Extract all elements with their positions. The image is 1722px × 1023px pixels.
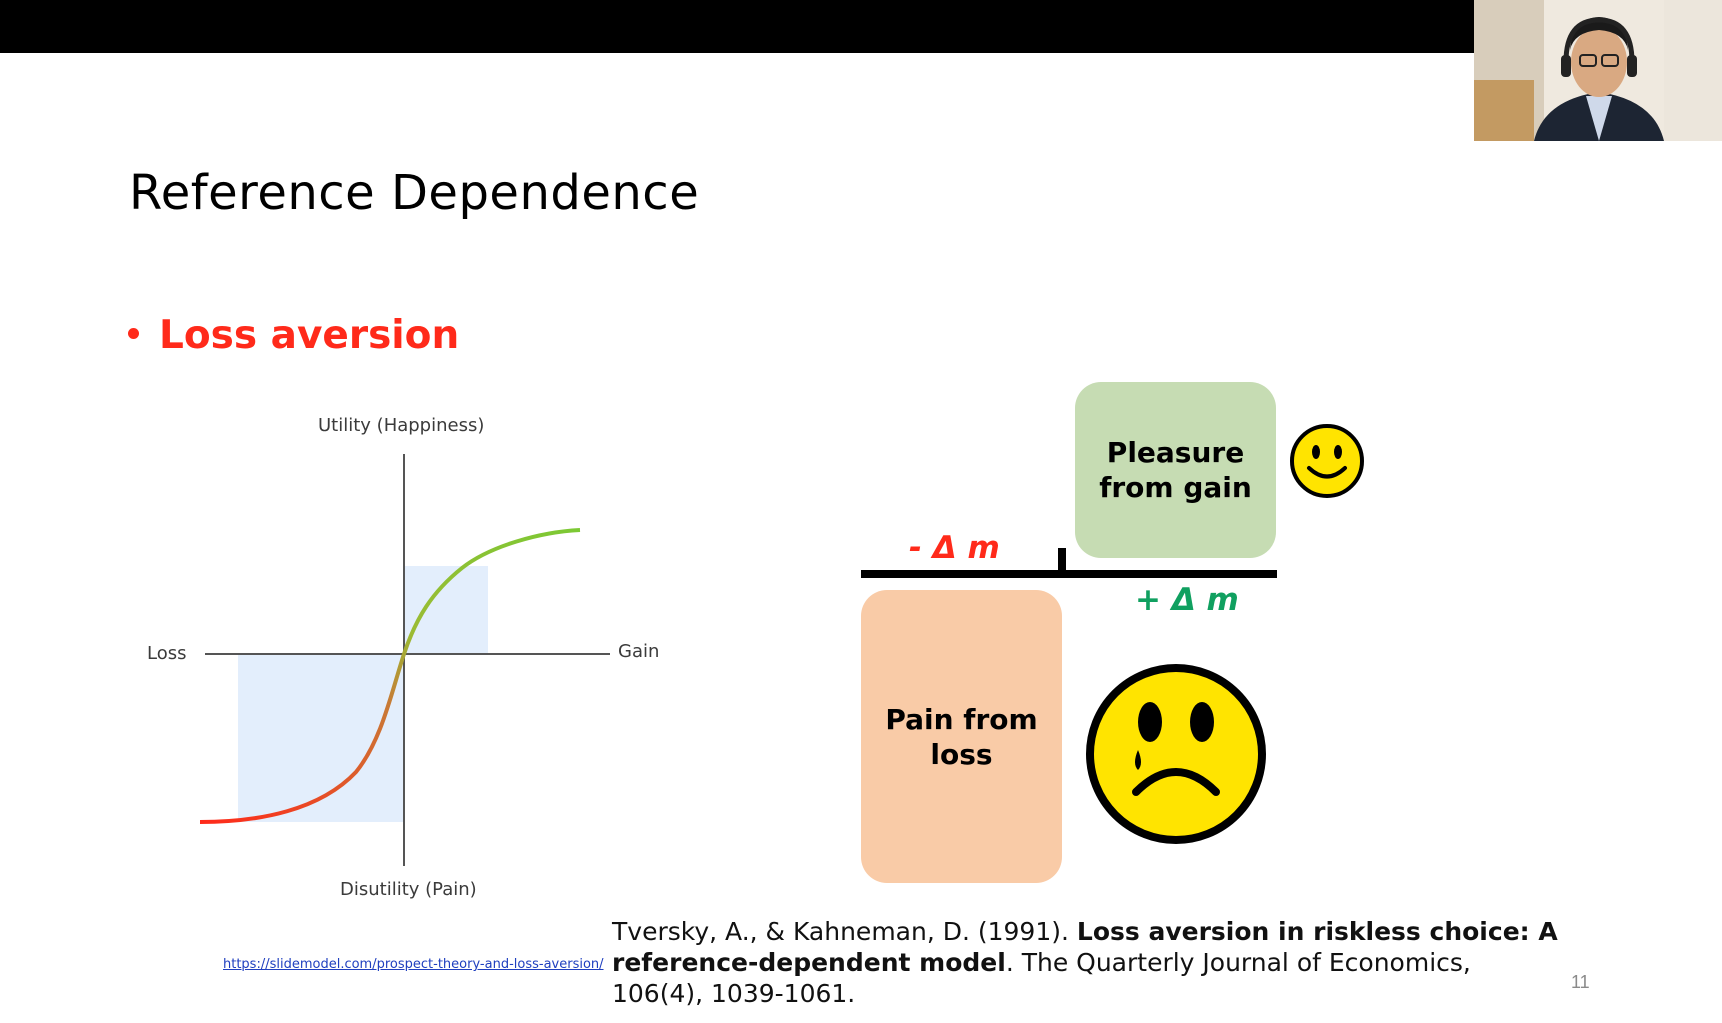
utility-chart: Utility (Happiness) Disutility (Pain) Lo… [120, 400, 740, 920]
value-function-curve [199, 528, 581, 824]
reference-point-tick [1058, 548, 1066, 574]
source-link[interactable]: https://slidemodel.com/prospect-theory-a… [223, 957, 604, 972]
page-number: 11 [1571, 972, 1590, 992]
slide-title: Reference Dependence [129, 165, 700, 221]
plus-delta-label: + Δ m [1135, 582, 1239, 618]
citation: Tversky, A., & Kahneman, D. (1991). Loss… [612, 916, 1562, 1009]
x-axis-left-label: Loss [147, 643, 187, 664]
citation-journal: . The Quarterly Journal of Economics, 10… [612, 948, 1471, 1008]
minus-delta-label: - Δ m [909, 530, 1000, 566]
pleasure-from-gain-box: Pleasure from gain [1075, 382, 1276, 558]
crying-face-icon [1086, 664, 1266, 844]
bullet-dot-icon [128, 328, 139, 339]
pain-from-loss-box: Pain from loss [861, 590, 1062, 883]
utility-curve-svg [199, 454, 610, 866]
presenter-video-feed [1474, 0, 1722, 141]
video-top-bar [0, 0, 1722, 53]
bullet-text: Loss aversion [159, 313, 460, 358]
citation-title: Loss aversion in riskless choice: A refe… [612, 917, 1558, 977]
x-axis-right-label: Gain [618, 641, 660, 662]
reference-point-line [861, 570, 1277, 578]
y-axis-top-label: Utility (Happiness) [318, 415, 485, 436]
smiley-face-icon [1290, 424, 1364, 498]
citation-authors: Tversky, A., & Kahneman, D. (1991). [612, 917, 1077, 946]
y-axis-bottom-label: Disutility (Pain) [340, 879, 477, 900]
gain-shade-region [404, 566, 488, 654]
bullet-loss-aversion: Loss aversion [128, 313, 459, 358]
